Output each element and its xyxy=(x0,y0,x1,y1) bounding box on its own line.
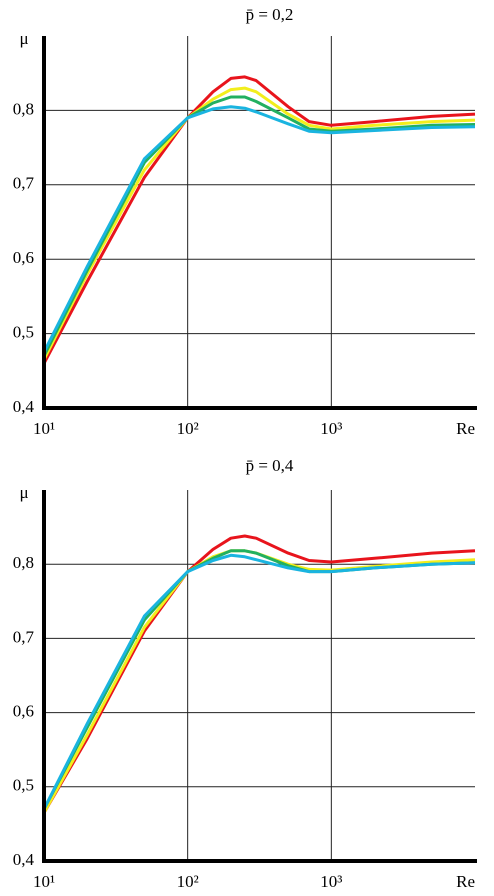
x-tick-label: 10¹ xyxy=(33,872,55,891)
y-tick-label: 0,6 xyxy=(13,702,34,721)
data-line xyxy=(42,75,476,365)
y-axis-label: μ xyxy=(19,29,28,48)
y-tick-label: 0,5 xyxy=(13,776,34,795)
x-tick-label: 10³ xyxy=(320,872,342,891)
x-axis-label: Re xyxy=(456,872,475,891)
chart-title: p̄ = 0,4 xyxy=(246,456,294,475)
data-line xyxy=(42,105,476,353)
x-axis-label: Re xyxy=(456,419,475,438)
data-line xyxy=(42,86,476,361)
y-tick-label: 0,5 xyxy=(13,323,34,342)
y-tick-label: 0,7 xyxy=(13,627,35,646)
y-tick-label: 0,4 xyxy=(13,850,35,869)
x-tick-label: 10¹ xyxy=(33,419,55,438)
x-tick-label: 10² xyxy=(177,872,199,891)
y-tick-label: 0,6 xyxy=(13,248,34,267)
y-tick-label: 0,8 xyxy=(13,553,34,572)
y-axis-label: μ xyxy=(19,483,28,502)
y-tick-label: 0,7 xyxy=(13,174,35,193)
y-tick-label: 0,8 xyxy=(13,99,34,118)
chart-title: p̄ = 0,2 xyxy=(246,5,294,24)
y-tick-label: 0,4 xyxy=(13,397,35,416)
x-tick-label: 10² xyxy=(177,419,199,438)
data-line xyxy=(42,553,476,810)
data-line xyxy=(42,534,476,814)
data-line xyxy=(42,549,476,810)
x-tick-label: 10³ xyxy=(320,419,342,438)
